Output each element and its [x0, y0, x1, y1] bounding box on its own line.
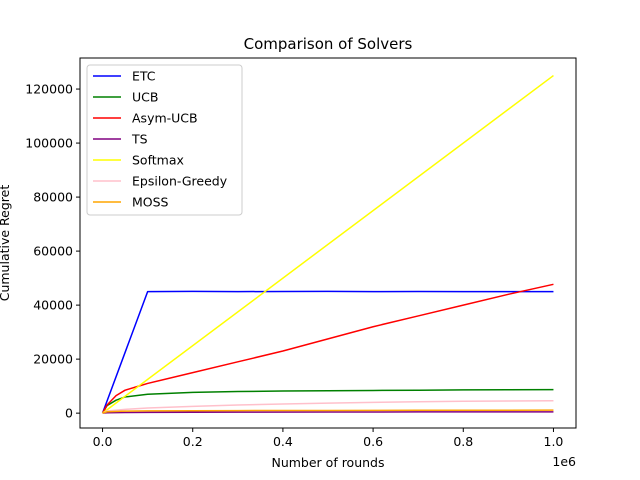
series-line-moss	[102, 409, 554, 414]
legend-label-etc: ETC	[132, 69, 156, 84]
x-tick-label: 0.0	[93, 434, 113, 449]
x-axis-title: Number of rounds	[271, 455, 384, 470]
x-axis-offset-label: 1e6	[552, 454, 576, 469]
x-tick-label: 0.2	[183, 434, 203, 449]
series-line-asym-ucb	[101, 283, 554, 414]
y-tick-label: 20000	[33, 352, 73, 367]
chart-title: Comparison of Solvers	[244, 35, 413, 53]
y-axis: 0 20000 40000 60000 80000 100000 120000	[25, 82, 80, 421]
series-line-etc	[101, 290, 554, 414]
y-tick-label: 0	[65, 406, 73, 421]
y-axis-title: Cumulative Regret	[0, 185, 12, 302]
x-tick-label: 1.0	[544, 434, 564, 449]
legend: ETC UCB Asym-UCB TS Softmax Epsilon-Greedy MOS…	[86, 64, 243, 216]
y-tick-label: 100000	[25, 136, 73, 151]
y-tick-label: 60000	[33, 244, 73, 259]
plot-frame	[79, 57, 577, 429]
y-tick-label: 120000	[25, 82, 73, 97]
x-tick-label: 0.4	[273, 434, 293, 449]
y-tick-label: 40000	[33, 298, 73, 313]
legend-label-ts: TS	[131, 132, 148, 147]
series-line-softmax	[102, 74, 554, 414]
y-tick-label: 80000	[33, 190, 73, 205]
plot-lines	[101, 74, 554, 414]
legend-label-moss: MOSS	[132, 195, 169, 210]
series-line-ts	[102, 411, 554, 414]
legend-label-asym-ucb: Asym-UCB	[132, 111, 198, 126]
x-axis: 0.0 0.2 0.4 0.6 0.8 1.0	[93, 428, 564, 449]
legend-label-epsilon-greedy: Epsilon-Greedy	[132, 174, 228, 189]
legend-box	[86, 64, 243, 216]
x-tick-label: 0.6	[363, 434, 383, 449]
legend-label-ucb: UCB	[132, 90, 158, 105]
x-tick-label: 0.8	[453, 434, 473, 449]
series-line-ucb	[101, 388, 554, 414]
series-line-epsilon-greedy	[102, 399, 554, 414]
legend-label-softmax: Softmax	[132, 153, 184, 168]
